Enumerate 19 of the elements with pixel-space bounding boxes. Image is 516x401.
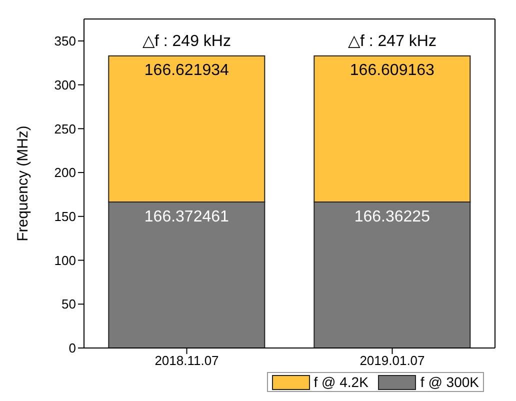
data-label: 166.621934 — [144, 62, 230, 80]
y-tick-label: 200 — [54, 165, 76, 180]
x-tick-label: 2018.11.07 — [154, 353, 219, 368]
data-label: 166.609163 — [350, 62, 435, 80]
y-tick-label: 100 — [54, 252, 76, 268]
y-tick-label: 350 — [54, 34, 76, 49]
annotation: △f : 247 kHz — [348, 32, 436, 50]
data-label: 166.36225 — [354, 208, 430, 226]
x-tick-label: 2019.01.07 — [360, 353, 425, 368]
y-tick-label: 250 — [54, 121, 76, 136]
y-tick-label: 0 — [68, 340, 76, 356]
data-label: 166.372461 — [144, 208, 230, 226]
legend-label: f @ 300K — [420, 374, 479, 390]
legend-label: f @ 4.2K — [314, 374, 368, 390]
y-tick-label: 50 — [62, 296, 76, 312]
y-tick-label: 300 — [54, 77, 76, 92]
annotation: △f : 249 kHz — [142, 32, 231, 50]
y-tick-label: 150 — [54, 209, 76, 224]
y-axis-title: Frequency (MHz) — [14, 126, 32, 242]
